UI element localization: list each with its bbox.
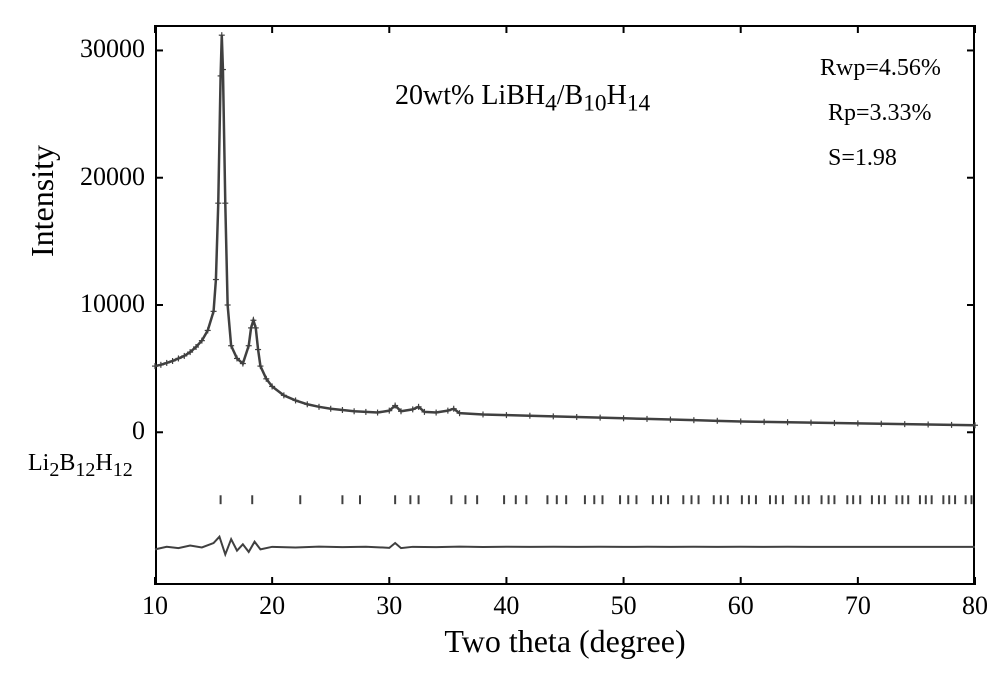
x-tick-label: 20 xyxy=(252,591,292,621)
y-tick-label: 20000 xyxy=(80,162,145,192)
stat-annotation: Rwp=4.56% xyxy=(820,55,941,82)
y-tick-label: 0 xyxy=(132,416,145,446)
x-tick-label: 80 xyxy=(955,591,995,621)
x-tick-label: 70 xyxy=(838,591,878,621)
stat-annotation: Rp=3.33% xyxy=(828,100,932,127)
phase-label: Li2B12H12 xyxy=(28,450,133,482)
x-tick-label: 40 xyxy=(486,591,526,621)
x-tick-label: 50 xyxy=(604,591,644,621)
difference-curve xyxy=(155,537,975,555)
x-tick-label: 60 xyxy=(721,591,761,621)
stat-annotation: S=1.98 xyxy=(828,145,897,172)
sample-title: 20wt% LiBH4/B10H14 xyxy=(395,80,650,118)
y-tick-label: 30000 xyxy=(80,34,145,64)
x-axis-label: Two theta (degree) xyxy=(425,623,705,660)
x-tick-label: 10 xyxy=(135,591,175,621)
x-tick-label: 30 xyxy=(369,591,409,621)
y-tick-label: 10000 xyxy=(80,289,145,319)
y-axis-label: Intensity xyxy=(24,131,61,271)
xrd-chart: Intensity Two theta (degree) 20wt% LiBH4… xyxy=(0,0,1000,676)
